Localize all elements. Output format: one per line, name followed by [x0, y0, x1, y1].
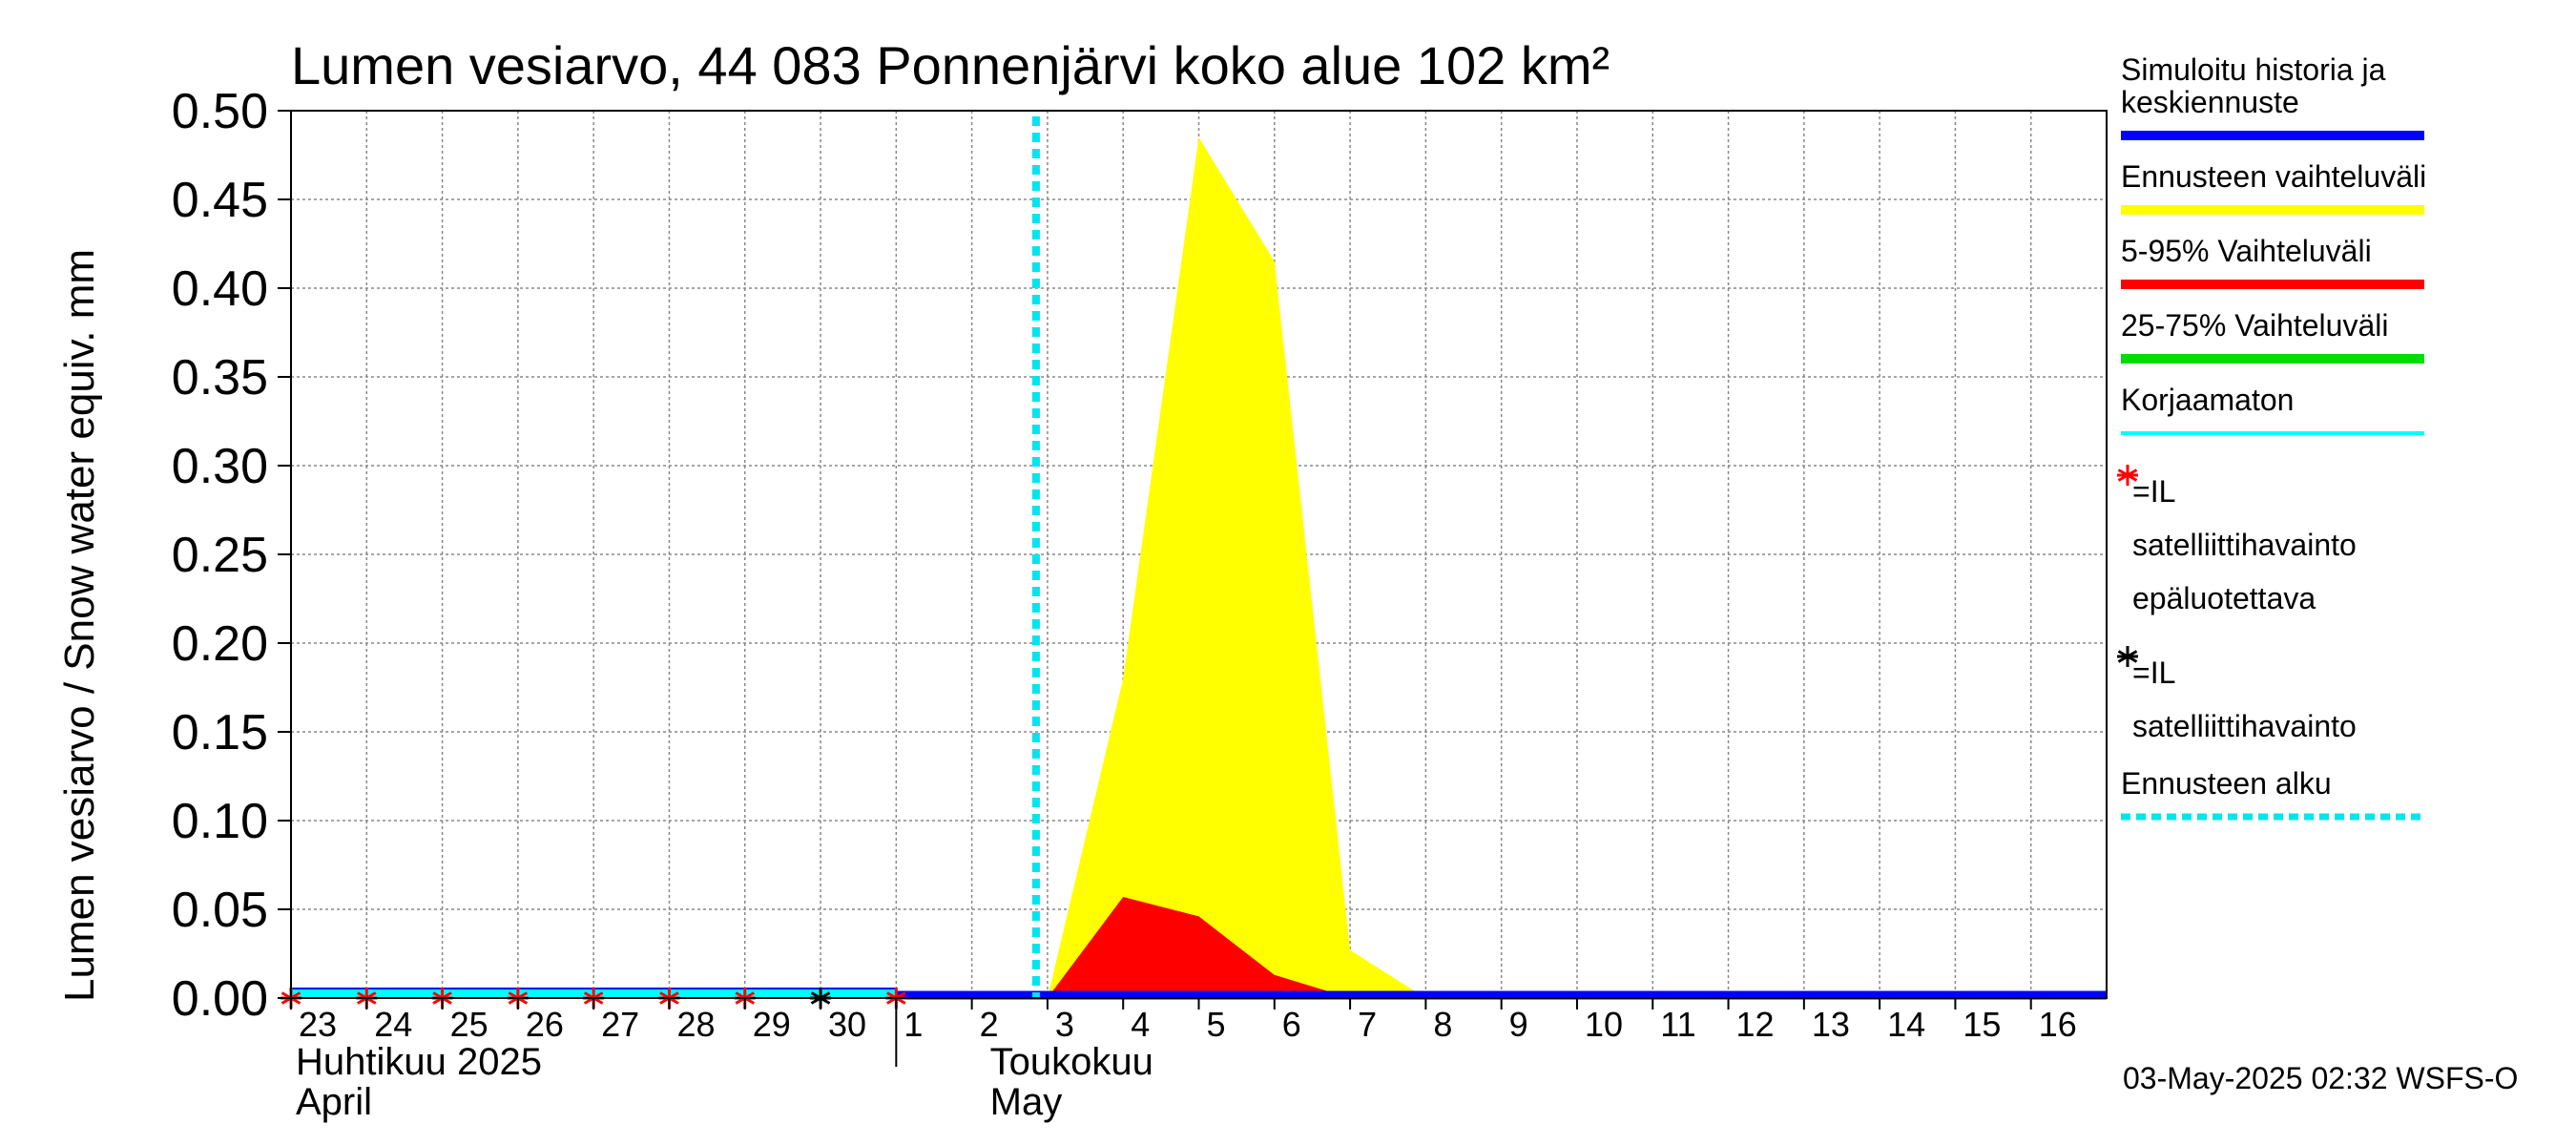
- legend-label: Korjaamaton: [2121, 383, 2294, 417]
- x-tick-label: 5: [1207, 1005, 1226, 1044]
- legend-label: keskiennuste: [2121, 85, 2299, 119]
- x-tick-label: 15: [1963, 1005, 2001, 1044]
- x-tick-label: 24: [374, 1005, 412, 1044]
- y-tick-label: 0.00: [172, 971, 268, 1027]
- y-tick-label: 0.25: [172, 528, 268, 583]
- y-tick-label: 0.30: [172, 439, 268, 494]
- x-tick-label: 8: [1433, 1005, 1452, 1044]
- legend-label: =IL: [2132, 656, 2175, 690]
- legend-label: satelliittihavainto: [2132, 528, 2357, 562]
- y-axis-label: Lumen vesiarvo / Snow water equiv. mm: [56, 249, 103, 1002]
- x-tick-label: 25: [450, 1005, 488, 1044]
- month-label-english: May: [990, 1081, 1063, 1123]
- x-tick-label: 6: [1282, 1005, 1301, 1044]
- x-tick-label: 12: [1736, 1005, 1775, 1044]
- month-label: Huhtikuu 2025: [296, 1041, 542, 1083]
- axes: 0.00 0.05 0.10 0.15 0.20 0.25 0.30 0.35 0.40 0.45…: [172, 84, 2077, 1123]
- legend-label: 25-75% Vaihteluväli: [2121, 308, 2388, 343]
- x-tick-label: 29: [753, 1005, 791, 1044]
- x-tick-label: 26: [526, 1005, 564, 1044]
- y-tick-label: 0.50: [172, 84, 268, 139]
- legend-label: 5-95% Vaihteluväli: [2121, 234, 2372, 268]
- timestamp-footer: 03-May-2025 02:32 WSFS-O: [2123, 1061, 2518, 1095]
- x-tick-label: 10: [1585, 1005, 1623, 1044]
- legend-star-marker: [2117, 465, 2138, 486]
- x-tick-label: 9: [1509, 1005, 1528, 1044]
- y-tick-label: 0.10: [172, 794, 268, 849]
- y-tick-label: 0.20: [172, 616, 268, 672]
- x-tick-label: 16: [2039, 1005, 2077, 1044]
- x-tick-label: 23: [299, 1005, 337, 1044]
- legend-label: Ennusteen vaihteluväli: [2121, 159, 2426, 194]
- y-tick-label: 0.35: [172, 350, 268, 406]
- x-tick-label: 4: [1131, 1005, 1150, 1044]
- legend-label: epäluotettava: [2132, 581, 2316, 615]
- x-tick-label: 13: [1812, 1005, 1850, 1044]
- chart-title: Lumen vesiarvo, 44 083 Ponnenjärvi koko …: [291, 35, 1610, 95]
- range-5-95-area: [1047, 897, 1351, 998]
- legend-label: Ennusteen alku: [2121, 766, 2332, 801]
- x-tick-label: 11: [1660, 1005, 1695, 1044]
- y-tick-label: 0.05: [172, 883, 268, 938]
- x-tick-label: 1: [904, 1005, 923, 1044]
- x-tick-label: 7: [1358, 1005, 1377, 1044]
- legend-label: satelliittihavainto: [2132, 709, 2357, 743]
- x-tick-label: 30: [828, 1005, 866, 1044]
- y-tick-label: 0.40: [172, 261, 268, 317]
- forecast-areas: [1047, 136, 1426, 998]
- y-tick-label: 0.45: [172, 173, 268, 228]
- forecast-range-area: [1047, 136, 1426, 998]
- y-tick-label: 0.15: [172, 705, 268, 760]
- month-label-english: April: [296, 1081, 372, 1123]
- legend-star-marker: [2117, 646, 2138, 667]
- x-tick-label: 3: [1055, 1005, 1074, 1044]
- x-tick-label: 28: [676, 1005, 715, 1044]
- month-label: Toukokuu: [990, 1041, 1153, 1083]
- legend-label: =IL: [2132, 474, 2175, 509]
- x-tick-label: 27: [601, 1005, 639, 1044]
- x-tick-label: 2: [980, 1005, 999, 1044]
- x-tick-label: 14: [1887, 1005, 1925, 1044]
- legend-label: Simuloitu historia ja: [2121, 52, 2386, 87]
